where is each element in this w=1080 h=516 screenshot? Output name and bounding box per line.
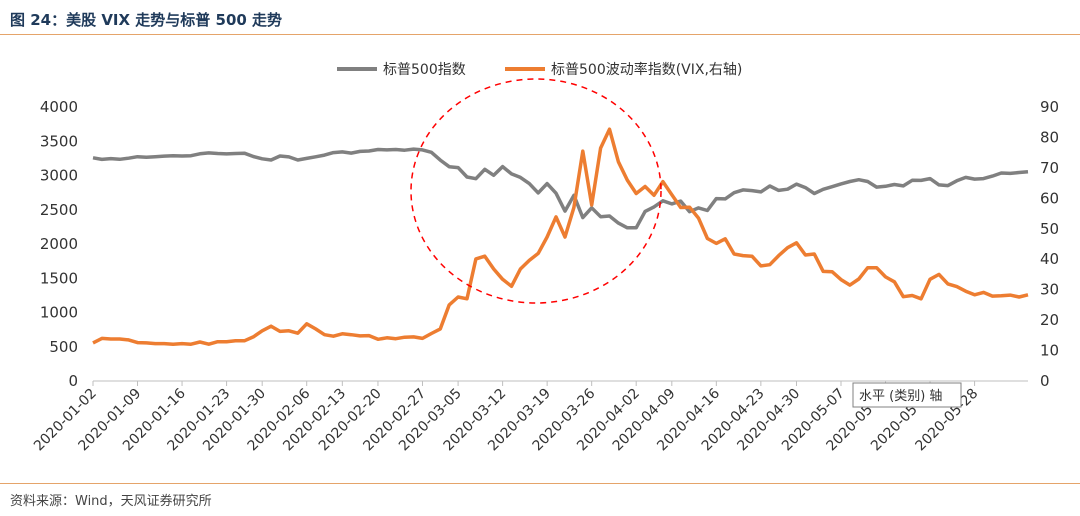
line-chart: 标普500指数 标普500波动率指数(VIX,右轴) 05001000150020… xyxy=(31,61,1059,454)
y-right-tick-label: 70 xyxy=(1040,159,1059,177)
legend: 标普500指数 标普500波动率指数(VIX,右轴) xyxy=(337,61,742,78)
series-line-sp500 xyxy=(92,147,1029,230)
y-left-tick-label: 3000 xyxy=(40,167,78,185)
y-left-tick-label: 2500 xyxy=(40,201,78,219)
y-right-tick-label: 30 xyxy=(1040,281,1059,299)
y-right-tick-label: 50 xyxy=(1040,220,1059,238)
y-axis-right: 0 10 20 30 40 50 60 70 80 90 xyxy=(1040,98,1059,390)
y-left-tick-label: 3500 xyxy=(40,132,78,150)
y-right-tick-label: 10 xyxy=(1040,342,1059,360)
y-left-tick-label: 4000 xyxy=(40,98,78,116)
source-note: 资料来源：Wind，天风证券研究所 xyxy=(10,494,212,509)
axis-tooltip: 水平 (类别) 轴 xyxy=(852,382,962,408)
y-right-tick-label: 40 xyxy=(1040,250,1059,268)
y-right-tick-label: 0 xyxy=(1040,372,1050,390)
y-left-tick-label: 0 xyxy=(68,372,78,390)
footer-divider xyxy=(0,483,1080,484)
y-right-tick-label: 80 xyxy=(1040,128,1059,146)
y-left-tick-label: 1000 xyxy=(40,304,78,322)
header-divider xyxy=(0,34,1080,35)
highlight-circle xyxy=(410,78,662,304)
figure-title: 图 24：美股 VIX 走势与标普 500 走势 xyxy=(10,11,283,29)
axis-tooltip-text: 水平 (类别) 轴 xyxy=(859,389,942,404)
y-right-tick-label: 20 xyxy=(1040,311,1059,329)
y-left-tick-label: 1500 xyxy=(40,269,78,287)
y-right-tick-label: 60 xyxy=(1040,189,1059,207)
series-group xyxy=(92,127,1029,346)
y-left-tick-label: 2000 xyxy=(40,235,78,253)
y-left-tick-label: 500 xyxy=(49,338,78,356)
legend-label-sp500: 标普500指数 xyxy=(383,62,466,78)
y-right-tick-label: 90 xyxy=(1040,98,1059,116)
y-axis-left: 0 500 1000 1500 2000 2500 3000 3500 4000 xyxy=(40,98,78,390)
legend-label-vix: 标普500波动率指数(VIX,右轴) xyxy=(551,61,742,78)
series-line-vix xyxy=(92,127,1029,346)
